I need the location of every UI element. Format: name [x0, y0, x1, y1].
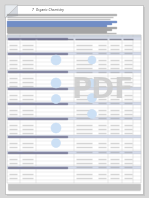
Circle shape [88, 56, 96, 64]
Circle shape [51, 78, 61, 88]
FancyBboxPatch shape [7, 166, 141, 169]
Text: PDF: PDF [72, 76, 134, 104]
Circle shape [87, 109, 97, 118]
FancyBboxPatch shape [7, 36, 141, 40]
FancyBboxPatch shape [7, 35, 141, 40]
Circle shape [52, 94, 60, 104]
FancyBboxPatch shape [7, 87, 141, 90]
Polygon shape [5, 5, 18, 18]
FancyBboxPatch shape [7, 102, 141, 105]
Circle shape [51, 55, 61, 65]
Circle shape [88, 79, 96, 87]
Text: 7  Organic Chemistry: 7 Organic Chemistry [32, 8, 64, 12]
Circle shape [51, 123, 61, 133]
FancyBboxPatch shape [7, 69, 141, 73]
Circle shape [87, 93, 97, 103]
FancyBboxPatch shape [7, 51, 141, 55]
FancyBboxPatch shape [7, 7, 145, 196]
FancyBboxPatch shape [7, 116, 141, 120]
FancyBboxPatch shape [7, 134, 141, 138]
Polygon shape [5, 5, 18, 18]
FancyBboxPatch shape [7, 35, 141, 183]
FancyBboxPatch shape [5, 5, 143, 194]
FancyBboxPatch shape [7, 150, 141, 154]
Circle shape [52, 138, 60, 148]
